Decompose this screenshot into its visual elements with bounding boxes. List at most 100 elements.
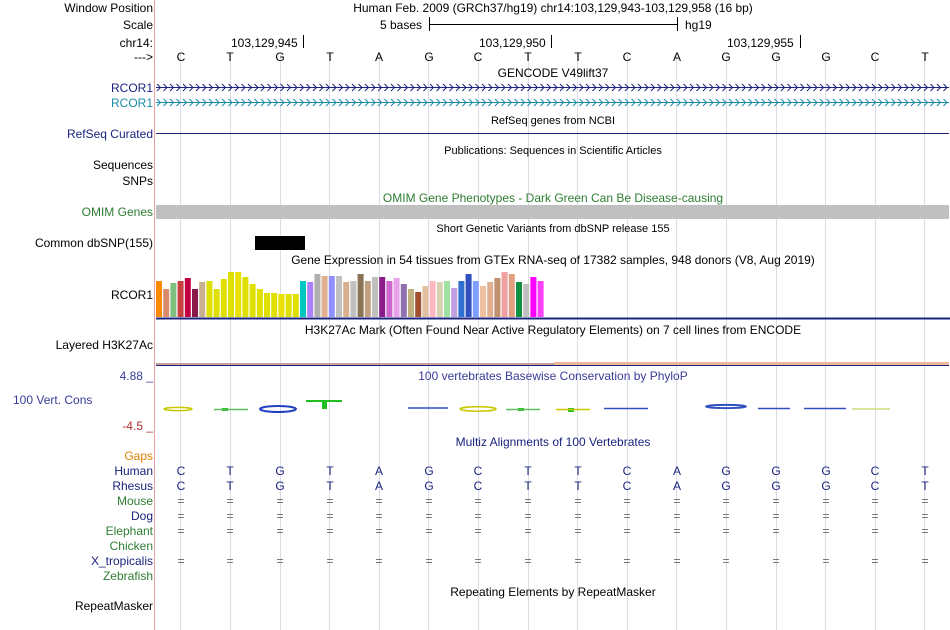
- gtex-tissue-bar[interactable]: [192, 289, 198, 317]
- gtex-tissue-bar[interactable]: [285, 294, 292, 317]
- gtex-tissue-bar[interactable]: [436, 282, 443, 317]
- species-label-human[interactable]: Human: [114, 464, 153, 478]
- species-label-zebrafish[interactable]: Zebrafish: [102, 569, 153, 583]
- gtex-tissue-bar[interactable]: [487, 282, 494, 317]
- gtex-tissue-bar[interactable]: [206, 281, 213, 317]
- omim-feature[interactable]: [156, 205, 949, 219]
- gencode-rcor1-label-1[interactable]: RCOR1: [110, 81, 153, 95]
- gtex-tissue-bar[interactable]: [379, 277, 386, 317]
- alignment-base: G: [275, 464, 285, 478]
- refseq-track-title[interactable]: RefSeq genes from NCBI: [490, 115, 616, 127]
- phylop-track-title[interactable]: 100 vertebrates Basewise Conservation by…: [418, 369, 688, 383]
- sequences-label[interactable]: Sequences: [92, 158, 153, 172]
- gtex-tissue-bar[interactable]: [170, 283, 177, 317]
- dbsnp-label[interactable]: Common dbSNP(155): [34, 236, 153, 250]
- gtex-tissue-bar[interactable]: [343, 282, 350, 317]
- gtex-tissue-bar[interactable]: [415, 292, 422, 317]
- gtex-tissue-bar[interactable]: [156, 281, 162, 317]
- h3k27ac-signal-right[interactable]: [554, 362, 949, 365]
- gtex-tissue-bar[interactable]: [163, 289, 170, 317]
- label-divider: [154, 0, 155, 630]
- gtex-tissue-bar[interactable]: [249, 284, 256, 317]
- gtex-tissue-bar[interactable]: [465, 274, 472, 317]
- gtex-tissue-bar[interactable]: [328, 276, 335, 317]
- gtex-tissue-bar[interactable]: [177, 281, 184, 317]
- multiz-track-title[interactable]: Multiz Alignments of 100 Vertebrates: [455, 435, 651, 449]
- gtex-tissue-bar[interactable]: [444, 281, 450, 317]
- h3k27ac-signal-left[interactable]: [156, 363, 554, 365]
- species-label-mouse[interactable]: Mouse: [116, 494, 153, 508]
- tick-mark-2: [551, 35, 552, 48]
- gtex-tissue-bar[interactable]: [228, 272, 234, 317]
- gtex-tissue-bar[interactable]: [480, 286, 486, 317]
- gtex-tissue-bar[interactable]: [537, 281, 544, 317]
- gtex-tissue-bar[interactable]: [530, 277, 537, 317]
- gtex-tissue-bar[interactable]: [300, 281, 306, 317]
- gtex-tissue-bar[interactable]: [292, 294, 299, 317]
- repeatmasker-label[interactable]: RepeatMasker: [74, 599, 153, 613]
- gtex-tissue-bar[interactable]: [400, 284, 407, 317]
- gencode-transcript-2[interactable]: [156, 98, 949, 107]
- alignment-base: T: [326, 479, 334, 493]
- gtex-track-title[interactable]: Gene Expression in 54 tissues from GTEx …: [291, 253, 815, 267]
- omim-track-title[interactable]: OMIM Gene Phenotypes - Dark Green Can Be…: [382, 191, 724, 205]
- gtex-tissue-bar[interactable]: [278, 294, 285, 317]
- refseq-gene-line[interactable]: [156, 133, 949, 134]
- gtex-tissue-bar[interactable]: [242, 277, 249, 317]
- species-label-chicken[interactable]: Chicken: [109, 539, 153, 553]
- gtex-tissue-bar[interactable]: [264, 293, 270, 317]
- gtex-tissue-bar[interactable]: [184, 278, 191, 317]
- gtex-tissue-bar[interactable]: [386, 281, 393, 317]
- alignment-base: T: [921, 464, 929, 478]
- gtex-tissue-bar[interactable]: [235, 272, 242, 317]
- snps-label[interactable]: SNPs: [122, 174, 153, 188]
- h3k27ac-track-title[interactable]: H3K27Ac Mark (Often Found Near Active Re…: [304, 323, 802, 337]
- gtex-tissue-bar[interactable]: [350, 281, 357, 317]
- species-label-rhesus[interactable]: Rhesus: [112, 479, 153, 493]
- gaps-label[interactable]: Gaps: [124, 449, 153, 463]
- repeatmasker-track-title[interactable]: Repeating Elements by RepeatMasker: [450, 585, 656, 599]
- gencode-transcript-1[interactable]: [156, 83, 949, 92]
- gtex-tissue-bar[interactable]: [451, 288, 458, 317]
- refseq-label[interactable]: RefSeq Curated: [66, 127, 153, 141]
- gtex-tissue-bar[interactable]: [501, 272, 508, 317]
- gtex-tissue-bar[interactable]: [357, 274, 364, 317]
- gtex-tissue-bar[interactable]: [220, 279, 227, 317]
- gtex-tissue-bar[interactable]: [516, 282, 522, 317]
- species-label-dog[interactable]: Dog: [130, 509, 153, 523]
- gtex-tissue-bar[interactable]: [408, 289, 414, 317]
- gtex-tissue-bar[interactable]: [256, 289, 263, 317]
- gtex-tissue-bar[interactable]: [429, 281, 436, 317]
- gtex-tissue-bar[interactable]: [336, 276, 342, 317]
- gtex-tissue-bar[interactable]: [372, 277, 378, 317]
- gtex-tissue-bar[interactable]: [307, 282, 314, 317]
- gtex-tissue-bar[interactable]: [199, 282, 206, 317]
- gtex-tissue-bar[interactable]: [472, 281, 479, 317]
- gencode-rcor1-label-2[interactable]: RCOR1: [110, 96, 153, 110]
- gtex-tissue-bar[interactable]: [271, 293, 278, 317]
- gtex-tissue-bar[interactable]: [508, 274, 515, 317]
- gtex-tissue-bar[interactable]: [314, 274, 321, 317]
- gencode-track-title[interactable]: GENCODE V49lift37: [497, 66, 609, 80]
- omim-label[interactable]: OMIM Genes: [81, 205, 153, 219]
- gtex-tissue-bar[interactable]: [364, 281, 371, 317]
- gtex-tissue-bar[interactable]: [523, 284, 530, 317]
- gtex-chart[interactable]: [156, 266, 950, 320]
- gtex-tissue-bar[interactable]: [422, 286, 429, 317]
- gtex-gene-label[interactable]: RCOR1: [110, 288, 153, 302]
- grid-line: [676, 54, 677, 630]
- h3k27ac-label[interactable]: Layered H3K27Ac: [55, 338, 153, 352]
- phylop-logo[interactable]: [156, 398, 950, 418]
- gtex-tissue-bar[interactable]: [321, 276, 328, 317]
- gtex-tissue-bar[interactable]: [393, 278, 400, 317]
- species-label-x_tropicalis[interactable]: X_tropicalis: [90, 554, 153, 568]
- dbsnp-variant[interactable]: [255, 236, 305, 250]
- alignment-base: A: [374, 479, 383, 493]
- phylop-label[interactable]: 100 Vert. Cons: [13, 393, 93, 407]
- species-label-elephant[interactable]: Elephant: [105, 524, 153, 538]
- publications-track-title[interactable]: Publications: Sequences in Scientific Ar…: [444, 145, 662, 157]
- gtex-tissue-bar[interactable]: [458, 281, 465, 317]
- gtex-tissue-bar[interactable]: [213, 289, 220, 317]
- dbsnp-track-title[interactable]: Short Genetic Variants from dbSNP releas…: [436, 223, 670, 235]
- gtex-tissue-bar[interactable]: [494, 278, 501, 317]
